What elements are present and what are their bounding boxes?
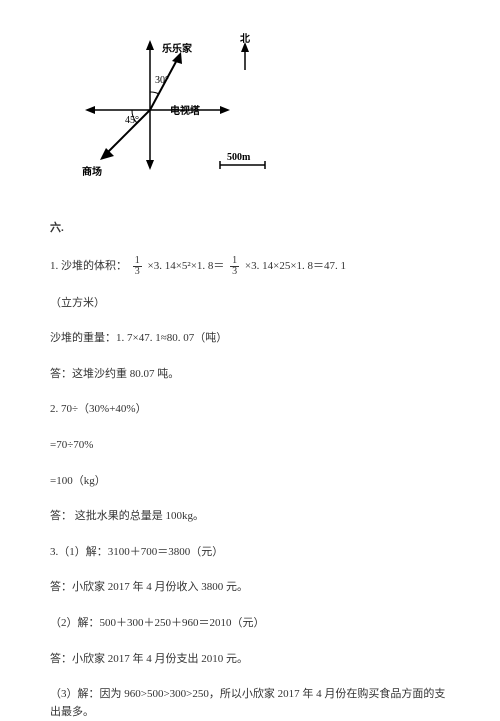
q3-p1: 3.（1）解：3100＋700＝3800（元） <box>50 544 450 562</box>
q2-line2: =70÷70% <box>50 437 450 455</box>
q1-label: 1. 沙堆的体积： <box>50 260 127 272</box>
q1-expr2: ×3. 14×25×1. 8＝47. 1 <box>245 260 346 272</box>
q1-volume: 1. 沙堆的体积： 1 3 ×3. 14×5²×1. 8＝ 1 3 ×3. 14… <box>50 256 450 277</box>
q2-answer: 答： 这批水果的总量是 100kg。 <box>50 508 450 526</box>
fraction-2: 1 3 <box>230 256 239 277</box>
q1-expr1: ×3. 14×5²×1. 8＝ <box>148 260 225 272</box>
q2-line1: 2. 70÷（30%+40%） <box>50 401 450 419</box>
label-angle2: 45° <box>125 113 139 129</box>
q2-line3: =100（kg） <box>50 473 450 491</box>
label-north: 北 <box>240 32 250 48</box>
label-mall: 商场 <box>82 165 102 181</box>
q1-unit: （立方米） <box>50 295 450 313</box>
direction-diagram: 乐乐家 北 电视塔 商场 500m 30° 45° <box>70 30 290 200</box>
q3-p2-ans: 答：小欣家 2017 年 4 月份支出 2010 元。 <box>50 651 450 669</box>
q3-p3: （3）解：因为 960>500>300>250，所以小欣家 2017 年 4 月… <box>50 686 450 721</box>
q3-p1-ans: 答：小欣家 2017 年 4 月份收入 3800 元。 <box>50 579 450 597</box>
q1-weight: 沙堆的重量：1. 7×47. 1≈80. 07（吨） <box>50 330 450 348</box>
label-tower: 电视塔 <box>170 104 200 120</box>
fraction-1: 1 3 <box>133 256 142 277</box>
q3-p2: （2）解：500＋300＋250＋960＝2010（元） <box>50 615 450 633</box>
label-home: 乐乐家 <box>162 42 192 58</box>
label-scale: 500m <box>227 150 250 166</box>
label-angle1: 30° <box>155 73 169 89</box>
q1-answer: 答：这堆沙约重 80.07 吨。 <box>50 366 450 384</box>
section-heading: 六. <box>50 220 450 238</box>
